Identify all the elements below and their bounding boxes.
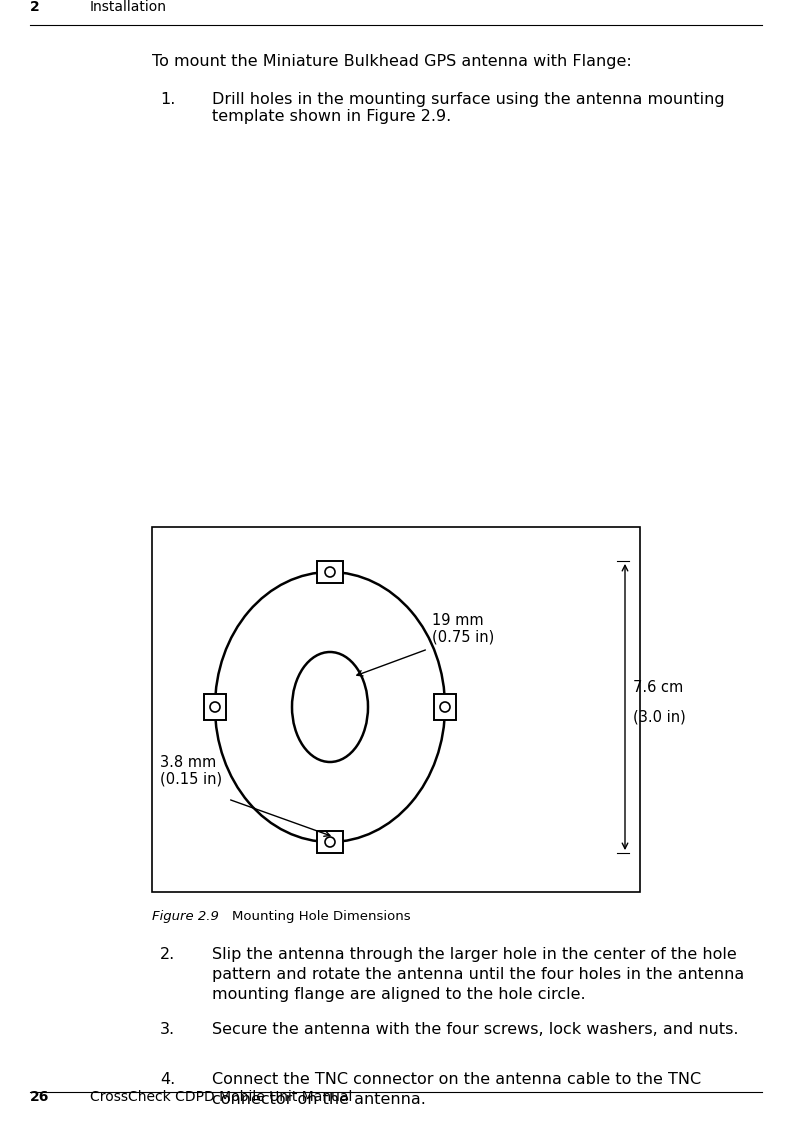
Text: 19 mm
(0.75 in): 19 mm (0.75 in) <box>432 613 494 645</box>
Bar <box>152 527 640 892</box>
Text: CrossCheck CDPD Mobile Unit Manual: CrossCheck CDPD Mobile Unit Manual <box>90 1089 352 1104</box>
Text: Slip the antenna through the larger hole in the center of the hole: Slip the antenna through the larger hole… <box>212 947 737 962</box>
Text: 2.: 2. <box>160 947 175 962</box>
Text: Figure 2.9: Figure 2.9 <box>152 910 219 923</box>
Text: Connect the TNC connector on the antenna cable to the TNC: Connect the TNC connector on the antenna… <box>212 1072 701 1087</box>
Text: Secure the antenna with the four screws, lock washers, and nuts.: Secure the antenna with the four screws,… <box>212 1022 738 1037</box>
Text: To mount the Miniature Bulkhead GPS antenna with Flange:: To mount the Miniature Bulkhead GPS ante… <box>152 54 632 68</box>
Text: mounting flange are aligned to the hole circle.: mounting flange are aligned to the hole … <box>212 987 585 1002</box>
Text: 4.: 4. <box>160 1072 175 1087</box>
Bar <box>317 561 343 583</box>
Text: 26: 26 <box>30 1089 49 1104</box>
Text: pattern and rotate the antenna until the four holes in the antenna: pattern and rotate the antenna until the… <box>212 967 744 982</box>
Text: Installation: Installation <box>90 0 167 13</box>
Text: Drill holes in the mounting surface using the antenna mounting
template shown in: Drill holes in the mounting surface usin… <box>212 92 725 125</box>
Text: 1.: 1. <box>160 92 175 107</box>
Text: (3.0 in): (3.0 in) <box>633 710 686 725</box>
Bar <box>317 831 343 853</box>
Text: Mounting Hole Dimensions: Mounting Hole Dimensions <box>232 910 410 923</box>
Text: 3.: 3. <box>160 1022 175 1037</box>
Bar <box>434 695 456 720</box>
Text: 3.8 mm
(0.15 in): 3.8 mm (0.15 in) <box>160 755 222 787</box>
Text: 7.6 cm: 7.6 cm <box>633 680 683 695</box>
Bar <box>204 695 226 720</box>
Text: 2: 2 <box>30 0 40 13</box>
Text: connector on the antenna.: connector on the antenna. <box>212 1092 426 1107</box>
